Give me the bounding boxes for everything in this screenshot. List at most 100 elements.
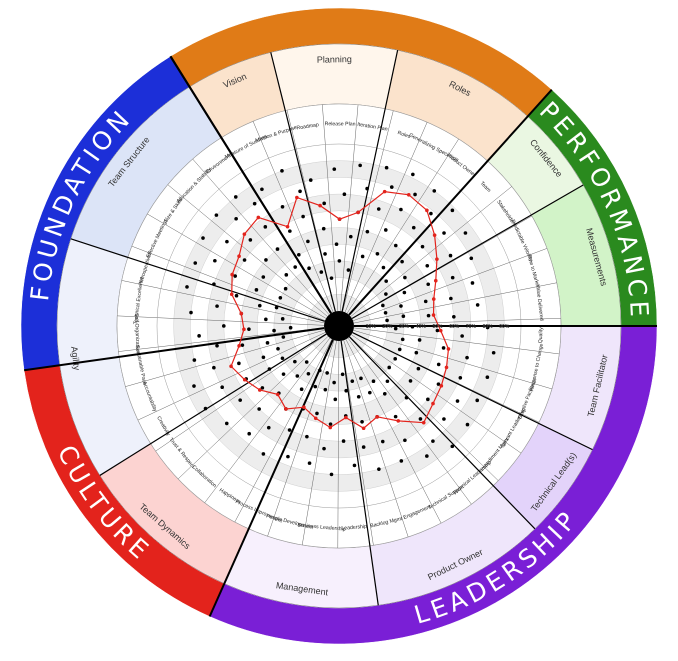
response-dot [321,226,326,231]
response-dot [420,244,425,249]
response-dot [403,438,407,443]
response-dot [393,414,398,419]
percent-label: 30% [399,324,410,330]
response-dot [441,346,446,350]
response-dot [298,189,302,194]
average-point [435,257,439,261]
spoke [125,329,325,387]
response-dot [332,167,337,171]
response-dot [448,253,453,258]
response-dot [356,394,361,399]
response-dot [306,372,311,376]
response-dot [322,446,326,451]
response-dot [399,207,403,212]
response-dot [281,335,286,339]
percent-label: 50% [432,324,443,330]
response-dot [449,296,453,301]
response-dot [385,379,390,384]
response-dot [475,398,480,403]
center-hub [324,311,354,341]
response-dot [429,211,433,216]
average-series [229,189,451,431]
response-dot [365,186,369,191]
group-separator [208,339,334,617]
spoke [117,315,325,326]
spoke [352,248,548,321]
response-dot [212,282,216,286]
average-point [446,347,451,351]
spoke [353,327,560,355]
average-point [439,384,444,388]
spoke [131,245,326,321]
spoke [322,104,339,312]
spoke [341,340,374,546]
response-dot [423,299,428,304]
response-dot [387,365,392,370]
response-dot [307,461,312,465]
spoke [344,122,428,313]
average-point [337,217,342,221]
response-dot [313,384,318,389]
response-dot [399,304,403,308]
average-point [431,401,435,406]
response-dot [435,328,440,333]
response-dot [426,397,430,402]
percent-label: 40% [416,324,427,330]
subgroup-separator [348,336,536,530]
average-point [229,364,233,369]
spoke [349,336,499,481]
spoke [350,186,512,317]
average-point [239,311,244,316]
response-dot [281,372,286,376]
category-label: Quality [538,327,545,344]
response-dot [485,375,490,380]
response-dot [358,163,362,168]
response-dot [260,386,265,390]
response-dot [376,207,381,211]
response-dot [400,259,404,264]
response-dot [397,347,402,352]
response-dot [214,213,219,217]
response-dot [393,243,398,248]
response-dot [192,358,197,362]
response-dot [332,380,336,385]
response-dot [382,391,387,396]
response-dot [257,407,261,411]
response-dot [381,303,385,308]
percent-label: 20% [382,324,393,330]
spoke [267,340,335,537]
average-point [382,189,387,194]
response-dot [475,303,480,307]
spoke [346,138,459,314]
category-label: Leadership [341,524,367,532]
average-point [318,203,322,208]
response-dot [465,422,470,427]
category-label: Iteration Plan [357,122,388,133]
response-dot [401,314,406,319]
response-dot [280,205,285,209]
response-dot [319,270,324,274]
category-label: Value Delivered [534,284,544,321]
average-point [302,405,306,410]
response-dot [189,310,193,315]
response-dot [399,459,404,463]
response-dot [293,265,297,269]
response-dot [352,463,357,468]
response-dot [234,216,238,221]
response-dot [411,225,416,230]
response-dot [436,362,441,367]
response-dot [307,266,311,270]
response-dot [341,439,346,443]
spoke [118,327,325,352]
response-dot [201,236,205,240]
response-dot [381,265,386,270]
sub-group-label: Planning [317,54,352,65]
response-dot [322,201,326,206]
response-dot [308,178,313,182]
subgroup-separator [351,184,584,320]
response-dot [261,275,266,279]
average-point [344,415,348,420]
response-dot [293,359,297,364]
response-dot [280,317,285,321]
